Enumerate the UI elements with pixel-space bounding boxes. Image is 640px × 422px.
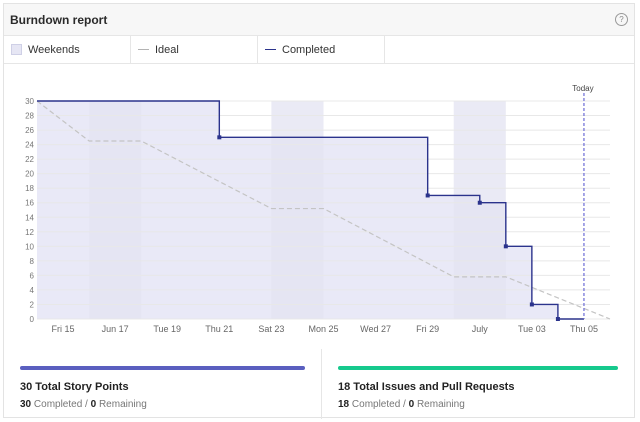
- legend-label-weekends: Weekends: [28, 44, 80, 56]
- y-tick-label: 30: [25, 97, 34, 106]
- story-points-remaining-count: 0: [90, 399, 97, 410]
- y-tick-label: 28: [25, 112, 34, 121]
- x-tick-label: Sat 23: [258, 324, 284, 334]
- legend-item-ideal[interactable]: Ideal: [131, 36, 258, 63]
- today-label: Today: [572, 84, 593, 93]
- y-tick-label: 22: [25, 155, 34, 164]
- story-points-completed-label: Completed: [33, 399, 83, 410]
- x-tick-label: Jun 17: [102, 324, 129, 334]
- legend-item-completed[interactable]: Completed: [258, 36, 385, 63]
- story-points-completed-count: 30: [20, 399, 32, 410]
- weekend-swatch-icon: [11, 44, 22, 55]
- completed-point: [425, 193, 430, 198]
- question-circle-icon[interactable]: ?: [615, 13, 628, 26]
- x-tick-label: Thu 05: [570, 324, 598, 334]
- y-tick-label: 12: [25, 228, 34, 237]
- completed-line-swatch-icon: [265, 49, 276, 50]
- story-points-summary: 30 Total Story Points 30 Completed / 0 R…: [4, 349, 321, 419]
- completed-point: [477, 200, 482, 205]
- story-points-progress-bar: [20, 366, 305, 370]
- x-tick-label: Fri 29: [416, 324, 439, 334]
- x-tick-label: Wed 27: [360, 324, 391, 334]
- x-tick-label: Fri 15: [52, 324, 75, 334]
- issues-completed-label: Completed: [351, 399, 401, 410]
- weekend-band: [89, 101, 142, 319]
- completed-line: [37, 100, 584, 320]
- ideal-line-swatch-icon: [138, 49, 149, 50]
- issues-progress-bar: [338, 366, 618, 370]
- issues-completed-count: 18: [338, 399, 350, 410]
- weekend-band: [453, 101, 506, 319]
- x-tick-label: Mon 25: [308, 324, 338, 334]
- x-tick-label: Tue 19: [153, 324, 181, 334]
- story-points-status: 30 Completed / 0 Remaining: [20, 399, 147, 410]
- y-tick-label: 4: [30, 286, 35, 295]
- burndown-panel: Burndown report ? Weekends Ideal Complet…: [3, 3, 635, 419]
- x-tick-label: July: [472, 324, 489, 334]
- issues-title: 18 Total Issues and Pull Requests: [338, 381, 515, 393]
- issues-remaining-label: Remaining: [416, 399, 465, 410]
- chart-legend: Weekends Ideal Completed: [4, 36, 634, 64]
- ideal-line: [36, 100, 611, 320]
- y-tick-label: 0: [30, 315, 35, 324]
- legend-label-ideal: Ideal: [155, 44, 179, 56]
- story-points-separator: /: [85, 399, 88, 410]
- issues-status: 18 Completed / 0 Remaining: [338, 399, 465, 410]
- y-tick-label: 20: [25, 170, 34, 179]
- y-tick-label: 8: [30, 257, 35, 266]
- y-tick-label: 26: [25, 126, 34, 135]
- legend-label-completed: Completed: [282, 44, 336, 56]
- y-tick-label: 24: [25, 141, 34, 150]
- weekend-band: [271, 101, 324, 319]
- y-tick-label: 16: [25, 199, 34, 208]
- issues-remaining-count: 0: [408, 399, 415, 410]
- y-tick-label: 10: [25, 242, 34, 251]
- summary-divider: [321, 349, 322, 419]
- page-title: Burndown report: [10, 13, 108, 27]
- story-points-remaining-label: Remaining: [98, 399, 147, 410]
- issues-summary: 18 Total Issues and Pull Requests 18 Com…: [322, 349, 634, 419]
- completed-point: [555, 317, 560, 321]
- y-tick-label: 2: [30, 300, 35, 309]
- y-tick-label: 6: [30, 271, 35, 280]
- panel-header: Burndown report ?: [4, 4, 634, 36]
- legend-item-weekends[interactable]: Weekends: [4, 36, 131, 63]
- x-tick-label: Thu 21: [205, 324, 233, 334]
- issues-separator: /: [403, 399, 406, 410]
- x-tick-label: Tue 03: [518, 324, 546, 334]
- story-points-title: 30 Total Story Points: [20, 381, 129, 393]
- completed-point: [503, 244, 508, 249]
- completed-point: [217, 135, 222, 140]
- y-tick-label: 18: [25, 184, 34, 193]
- y-tick-label: 14: [25, 213, 34, 222]
- completed-point: [529, 302, 534, 307]
